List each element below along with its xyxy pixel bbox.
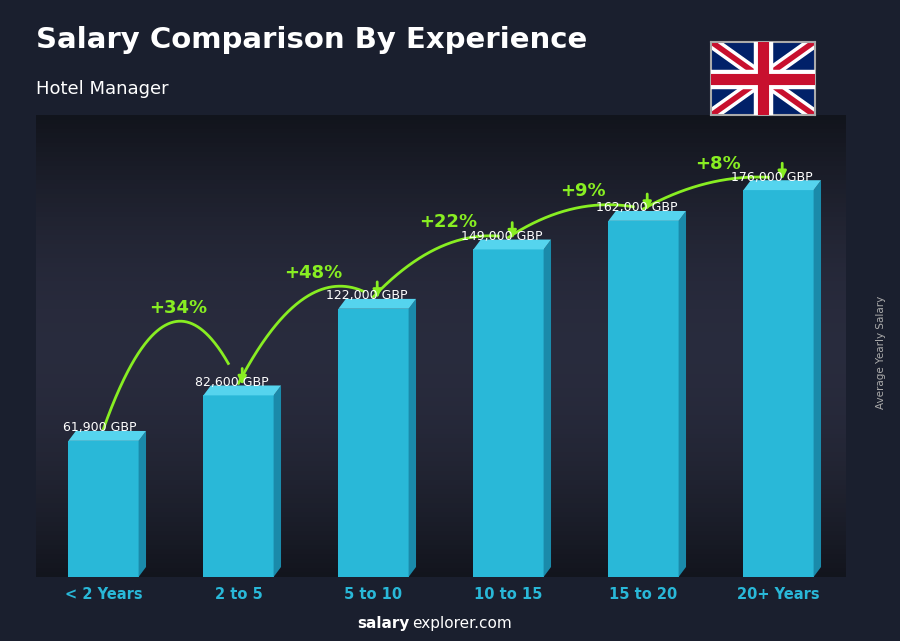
Text: Hotel Manager: Hotel Manager (36, 80, 168, 98)
Text: +22%: +22% (418, 213, 477, 231)
Text: +9%: +9% (560, 182, 606, 201)
Text: 61,900 GBP: 61,900 GBP (63, 421, 136, 434)
Polygon shape (608, 211, 686, 221)
Polygon shape (338, 299, 416, 309)
Polygon shape (544, 240, 551, 577)
Text: 149,000 GBP: 149,000 GBP (461, 230, 543, 243)
Bar (68, 441, 139, 577)
Text: 82,600 GBP: 82,600 GBP (195, 376, 268, 389)
Text: Average Yearly Salary: Average Yearly Salary (877, 296, 886, 409)
Polygon shape (473, 240, 551, 249)
Text: 176,000 GBP: 176,000 GBP (731, 171, 813, 183)
Polygon shape (68, 431, 146, 441)
Text: 162,000 GBP: 162,000 GBP (596, 201, 678, 214)
Text: +34%: +34% (148, 299, 207, 317)
Polygon shape (274, 385, 281, 577)
Polygon shape (139, 431, 146, 577)
Bar (473, 249, 544, 577)
Bar (203, 395, 274, 577)
Polygon shape (814, 180, 821, 577)
Polygon shape (409, 299, 416, 577)
Polygon shape (743, 180, 821, 190)
Bar (338, 309, 409, 577)
Text: 122,000 GBP: 122,000 GBP (326, 289, 408, 302)
Text: explorer.com: explorer.com (412, 617, 512, 631)
Text: Salary Comparison By Experience: Salary Comparison By Experience (36, 26, 587, 54)
Polygon shape (203, 385, 281, 395)
Bar (743, 190, 814, 577)
Polygon shape (679, 211, 686, 577)
Text: +48%: +48% (284, 264, 342, 282)
Text: +8%: +8% (695, 154, 741, 172)
Text: salary: salary (357, 617, 410, 631)
Bar (608, 221, 679, 577)
